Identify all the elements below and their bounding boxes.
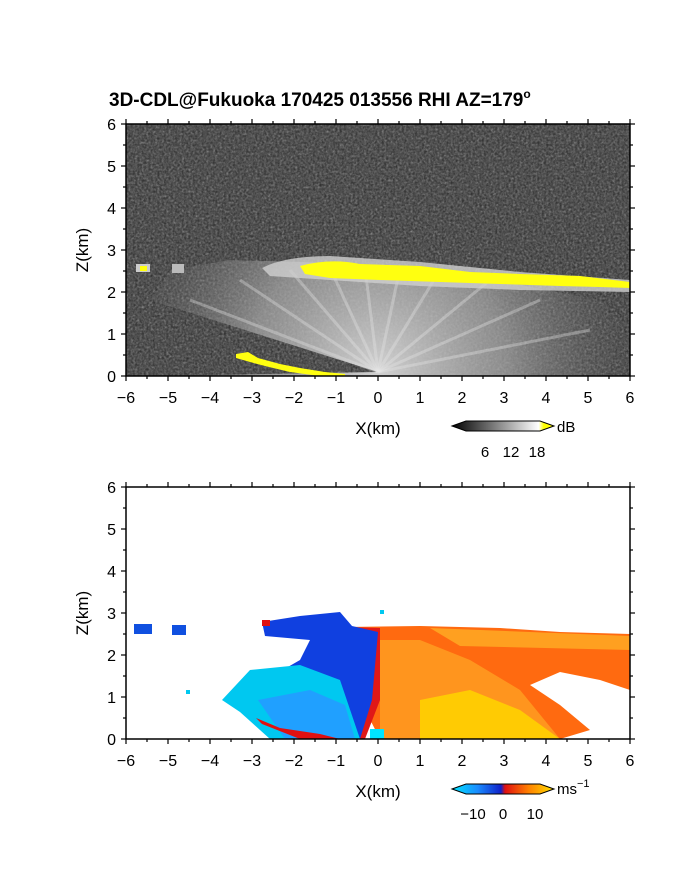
x-tick-label: 0	[374, 390, 383, 407]
x-tick-labels-reflectivity: −6 −5 −4 −3 −2 −1 0 1 2 3 4 5 6	[117, 390, 635, 407]
x-tick-label: −1	[327, 753, 345, 770]
y-tick-label: 2	[107, 285, 116, 302]
reflectivity-image	[126, 124, 630, 376]
x-tick-label: 3	[500, 753, 509, 770]
y-axis-label-reflectivity: Z(km)	[73, 228, 92, 272]
y-tick-labels-reflectivity: 0 1 2 3 4 5 6	[107, 117, 116, 386]
x-axis-label-velocity: X(km)	[355, 782, 400, 801]
x-tick-label: 2	[458, 390, 467, 407]
x-tick-label: 1	[416, 753, 425, 770]
x-tick-label: −3	[243, 753, 261, 770]
colorbar-tick: 18	[529, 444, 546, 461]
x-tick-label: 6	[626, 753, 635, 770]
x-tick-label: 3	[500, 390, 509, 407]
y-tick-label: 4	[107, 564, 116, 581]
y-tick-label: 0	[107, 369, 116, 386]
x-tick-label: −4	[201, 753, 219, 770]
x-tick-label: −2	[285, 753, 303, 770]
y-tick-label: 2	[107, 648, 116, 665]
x-tick-label: −5	[159, 753, 177, 770]
x-tick-label: 6	[626, 390, 635, 407]
x-tick-labels-velocity: −6 −5 −4 −3 −2 −1 0 1 2 3 4 5 6	[117, 753, 635, 770]
panel-reflectivity: −6 −5 −4 −3 −2 −1 0 1 2 3 4 5 6 0 1 2 3 …	[73, 117, 635, 461]
x-tick-label: 4	[542, 390, 551, 407]
y-tick-labels-velocity: 0 1 2 3 4 5 6	[107, 480, 116, 749]
y-tick-label: 4	[107, 201, 116, 218]
small-echo-2-velocity	[172, 625, 186, 635]
figure-title: 3D-CDL@Fukuoka 170425 013556 RHI AZ=179o	[109, 87, 531, 111]
beam-rays	[189, 267, 591, 374]
x-tick-label: −5	[159, 390, 177, 407]
y-tick-label: 3	[107, 606, 116, 623]
y-tick-label: 5	[107, 159, 116, 176]
y-tick-label: 6	[107, 117, 116, 134]
velocity-image	[126, 487, 630, 739]
cloud-layer-yellow	[300, 261, 630, 288]
colorbar-tick: 10	[527, 806, 544, 823]
x-tick-label: −4	[201, 390, 219, 407]
ticks-reflectivity	[121, 119, 635, 381]
ticks-velocity	[121, 482, 635, 744]
colorbar-unit-velocity: ms−1	[557, 778, 590, 798]
low-layer-yellow	[236, 352, 345, 376]
x-tick-label: −1	[327, 390, 345, 407]
y-tick-label: 5	[107, 522, 116, 539]
y-tick-label: 1	[107, 327, 116, 344]
x-tick-label: −6	[117, 753, 135, 770]
x-tick-label: 4	[542, 753, 551, 770]
panel-velocity: −6 −5 −4 −3 −2 −1 0 1 2 3 4 5 6 0 1 2 3 …	[73, 480, 635, 823]
x-tick-label: 1	[416, 390, 425, 407]
x-tick-label: 5	[584, 390, 593, 407]
colorbar-velocity: ms−1 −10 0 10	[450, 778, 590, 823]
x-tick-label: −2	[285, 390, 303, 407]
colorbar-tick: 6	[481, 444, 489, 461]
x-axis-label-reflectivity: X(km)	[355, 419, 400, 438]
y-axis-label-velocity: Z(km)	[73, 591, 92, 635]
x-tick-label: −6	[117, 390, 135, 407]
y-tick-label: 6	[107, 480, 116, 497]
colorbar-tick: 12	[503, 444, 520, 461]
x-tick-label: 2	[458, 753, 467, 770]
y-tick-label: 3	[107, 243, 116, 260]
y-tick-label: 0	[107, 732, 116, 749]
colorbar-reflectivity: dB 6 12 18	[450, 419, 575, 461]
x-tick-label: 5	[584, 753, 593, 770]
y-tick-label: 1	[107, 690, 116, 707]
colorbar-unit-db: dB	[557, 419, 575, 436]
small-echo-2	[172, 264, 184, 273]
small-echo-1-velocity	[134, 624, 152, 634]
x-tick-label: −3	[243, 390, 261, 407]
colorbar-tick: 0	[499, 806, 507, 823]
x-tick-label: 0	[374, 753, 383, 770]
colorbar-tick: −10	[460, 806, 485, 823]
